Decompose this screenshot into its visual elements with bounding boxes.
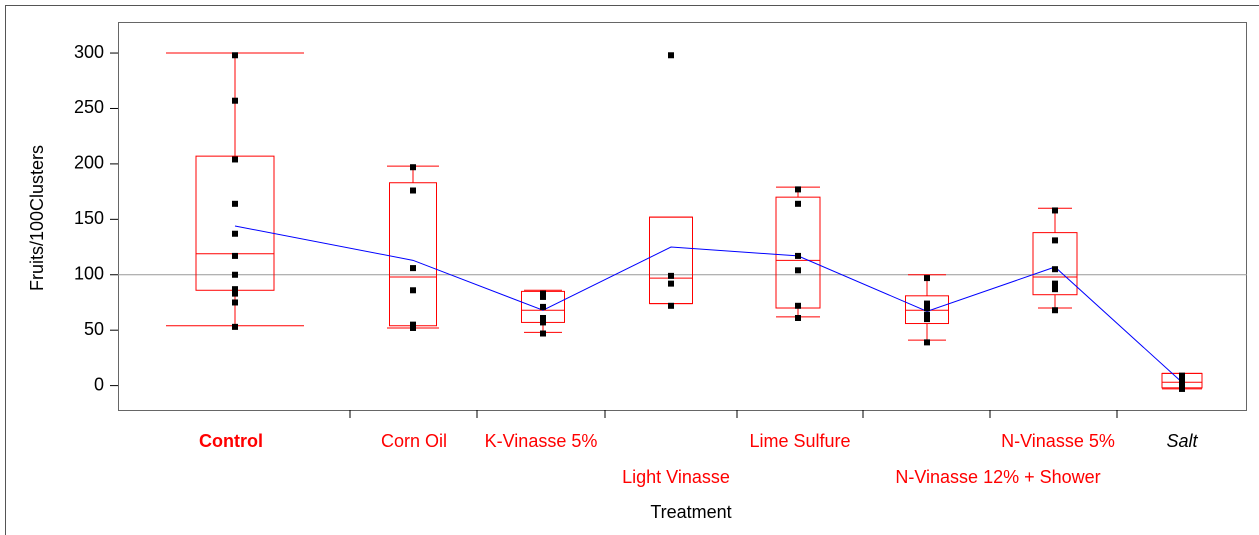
data-point — [924, 316, 930, 323]
data-point — [410, 321, 416, 328]
data-point — [540, 330, 546, 337]
data-point — [1179, 372, 1185, 379]
data-point — [540, 293, 546, 300]
data-point — [1052, 207, 1058, 214]
data-point — [1052, 286, 1058, 293]
y-tick-label: 300 — [74, 42, 104, 62]
data-point — [232, 52, 238, 59]
data-point — [232, 290, 238, 297]
data-point — [1052, 307, 1058, 314]
data-point — [410, 164, 416, 171]
x-tick-label: Lime Sulfure — [749, 431, 850, 451]
plot-frame — [118, 22, 1247, 411]
box — [649, 216, 693, 305]
data-point — [1052, 266, 1058, 273]
y-tick-label: 200 — [74, 153, 104, 173]
x-tick-label: Corn Oil — [381, 431, 447, 451]
x-tick-label: N-Vinasse 5% — [1001, 431, 1115, 451]
data-point — [795, 314, 801, 321]
y-tick-label: 250 — [74, 97, 104, 117]
data-point — [232, 200, 238, 207]
box — [905, 295, 949, 325]
box — [775, 196, 821, 309]
data-point — [232, 230, 238, 237]
y-tick-label: 150 — [74, 208, 104, 228]
data-point — [668, 52, 674, 59]
data-point — [410, 324, 416, 331]
data-point — [232, 299, 238, 306]
data-point — [668, 272, 674, 279]
mean-line — [234, 225, 1183, 383]
data-point — [410, 187, 416, 194]
data-point — [668, 302, 674, 309]
data-point — [1052, 237, 1058, 244]
data-point — [924, 339, 930, 346]
data-point — [795, 302, 801, 309]
data-point — [232, 97, 238, 104]
box — [1032, 232, 1078, 296]
data-point — [232, 252, 238, 259]
y-tick-label: 100 — [74, 264, 104, 284]
data-point — [1179, 378, 1185, 385]
x-tick-label: Light Vinasse — [622, 467, 730, 487]
data-point — [410, 265, 416, 272]
frame — [5, 5, 1259, 535]
data-point — [232, 156, 238, 163]
data-point — [1052, 280, 1058, 287]
data-point — [924, 305, 930, 312]
x-tick-label: Control — [199, 431, 263, 451]
data-point — [795, 200, 801, 207]
data-point — [1179, 385, 1185, 392]
data-point — [232, 323, 238, 330]
data-point — [924, 275, 930, 282]
x-tick-label: K-Vinasse 5% — [485, 431, 598, 451]
box — [389, 182, 437, 327]
data-point — [924, 311, 930, 318]
data-point — [232, 286, 238, 293]
data-point — [410, 287, 416, 294]
data-point — [668, 280, 674, 287]
data-point — [540, 303, 546, 310]
x-axis-label: Treatment — [650, 502, 731, 522]
y-axis-label: Fruits/100Clusters — [27, 145, 47, 291]
data-point — [795, 267, 801, 274]
x-tick-label: Salt — [1166, 431, 1198, 451]
y-tick-label: 0 — [94, 374, 104, 394]
data-point — [1179, 381, 1185, 388]
x-tick-label: N-Vinasse 12% + Shower — [895, 467, 1100, 487]
data-point — [232, 271, 238, 278]
data-point — [540, 290, 546, 297]
data-point — [540, 314, 546, 321]
data-point — [540, 319, 546, 326]
box — [195, 155, 275, 291]
y-tick-label: 50 — [84, 319, 104, 339]
data-point — [795, 186, 801, 193]
data-point — [924, 300, 930, 307]
data-point — [795, 252, 801, 259]
